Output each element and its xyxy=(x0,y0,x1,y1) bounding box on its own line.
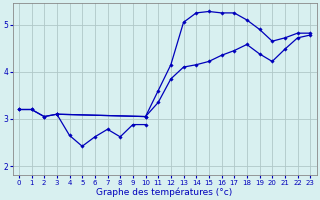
X-axis label: Graphe des températures (°c): Graphe des températures (°c) xyxy=(96,187,233,197)
